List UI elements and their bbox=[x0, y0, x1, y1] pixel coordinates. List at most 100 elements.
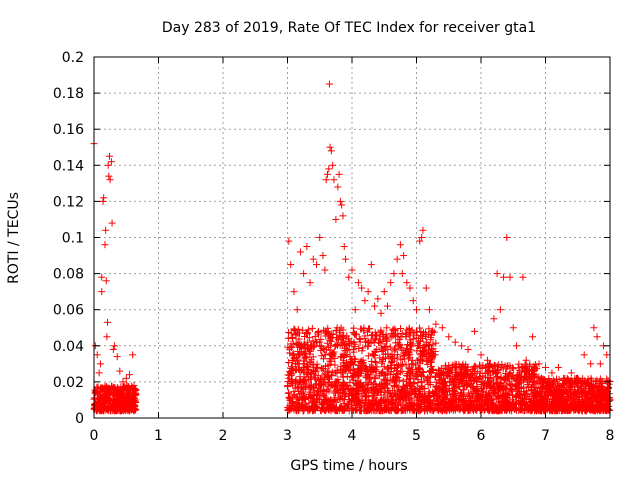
data-point bbox=[326, 143, 334, 151]
data-point bbox=[301, 384, 309, 392]
data-point bbox=[117, 383, 125, 391]
data-point bbox=[542, 363, 549, 371]
data-point bbox=[361, 297, 369, 305]
data-point bbox=[587, 360, 595, 368]
data-point bbox=[512, 342, 520, 350]
data-point bbox=[396, 241, 404, 249]
data-point bbox=[438, 324, 446, 332]
data-point bbox=[380, 288, 388, 296]
data-point bbox=[506, 273, 514, 281]
data-point bbox=[345, 273, 353, 281]
x-tick-label: 0 bbox=[90, 428, 99, 444]
data-point bbox=[125, 371, 133, 379]
data-point bbox=[338, 201, 346, 209]
x-tick-label: 4 bbox=[348, 428, 357, 444]
data-point bbox=[409, 297, 417, 305]
y-tick-label: 0.1 bbox=[62, 231, 84, 247]
data-point bbox=[451, 338, 459, 346]
data-point bbox=[116, 367, 124, 375]
x-tick-label: 6 bbox=[477, 428, 486, 444]
data-point bbox=[554, 363, 562, 371]
data-point bbox=[117, 398, 125, 406]
data-point bbox=[316, 234, 324, 241]
data-point bbox=[342, 255, 350, 263]
data-point bbox=[101, 241, 109, 249]
data-point bbox=[98, 386, 106, 394]
data-point bbox=[596, 360, 604, 368]
data-point bbox=[105, 172, 113, 180]
x-tick-label: 8 bbox=[606, 428, 615, 444]
data-point bbox=[104, 161, 112, 169]
y-tick-label: 0.02 bbox=[53, 375, 84, 391]
data-point bbox=[390, 270, 398, 278]
data-point bbox=[425, 306, 433, 314]
data-point bbox=[387, 279, 395, 287]
data-point bbox=[104, 388, 112, 396]
data-point bbox=[320, 355, 328, 363]
data-point bbox=[374, 295, 382, 303]
data-point bbox=[590, 324, 598, 332]
data-point bbox=[335, 170, 343, 178]
data-point bbox=[493, 270, 501, 278]
data-point bbox=[309, 255, 317, 263]
data-point bbox=[325, 80, 333, 88]
data-point bbox=[416, 237, 424, 245]
data-point bbox=[131, 406, 139, 414]
data-point bbox=[394, 383, 402, 391]
data-point bbox=[398, 270, 406, 278]
y-tick-label: 0.08 bbox=[53, 267, 84, 283]
data-point bbox=[358, 284, 366, 292]
data-point bbox=[293, 306, 301, 314]
data-point bbox=[122, 395, 130, 403]
points-layer bbox=[90, 80, 614, 415]
grid-layer bbox=[94, 57, 610, 418]
data-point bbox=[115, 407, 123, 415]
data-point bbox=[107, 158, 115, 166]
data-point bbox=[380, 375, 388, 383]
data-point bbox=[103, 333, 111, 341]
data-point bbox=[322, 176, 330, 184]
data-point bbox=[93, 351, 101, 359]
data-point bbox=[122, 374, 130, 382]
data-point bbox=[319, 252, 327, 260]
data-point bbox=[110, 401, 118, 409]
data-point bbox=[130, 404, 138, 412]
data-point bbox=[503, 234, 511, 241]
data-point bbox=[321, 266, 329, 274]
data-point bbox=[406, 284, 414, 292]
data-point bbox=[331, 387, 339, 395]
data-point bbox=[100, 407, 108, 415]
data-point bbox=[348, 266, 356, 274]
data-point bbox=[95, 369, 103, 377]
data-point bbox=[580, 351, 588, 359]
x-tick-label: 2 bbox=[219, 428, 228, 444]
y-tick-label: 0.16 bbox=[53, 122, 84, 138]
y-tick-label: 0.12 bbox=[53, 194, 84, 210]
data-point bbox=[106, 176, 114, 184]
y-tick-label: 0 bbox=[75, 411, 84, 427]
data-point bbox=[111, 342, 119, 350]
data-point bbox=[535, 360, 543, 368]
data-point bbox=[337, 324, 345, 332]
data-point bbox=[413, 306, 420, 314]
data-point bbox=[340, 243, 348, 251]
data-point bbox=[519, 273, 527, 281]
data-point bbox=[129, 396, 137, 404]
y-tick-label: 0.14 bbox=[53, 158, 84, 174]
y-tick-label: 0.04 bbox=[53, 339, 84, 355]
data-point bbox=[98, 288, 106, 296]
data-point bbox=[122, 385, 130, 393]
data-point bbox=[103, 384, 111, 392]
data-point bbox=[290, 288, 298, 296]
data-point bbox=[393, 255, 401, 263]
x-tick-label: 1 bbox=[154, 428, 163, 444]
data-point bbox=[323, 170, 331, 178]
data-point bbox=[351, 306, 359, 314]
data-point bbox=[132, 390, 140, 398]
data-point bbox=[109, 345, 117, 353]
data-point bbox=[367, 261, 375, 269]
data-point bbox=[329, 161, 337, 169]
data-point bbox=[336, 197, 344, 205]
data-point bbox=[93, 383, 101, 391]
y-tick-label: 0.18 bbox=[53, 86, 84, 102]
